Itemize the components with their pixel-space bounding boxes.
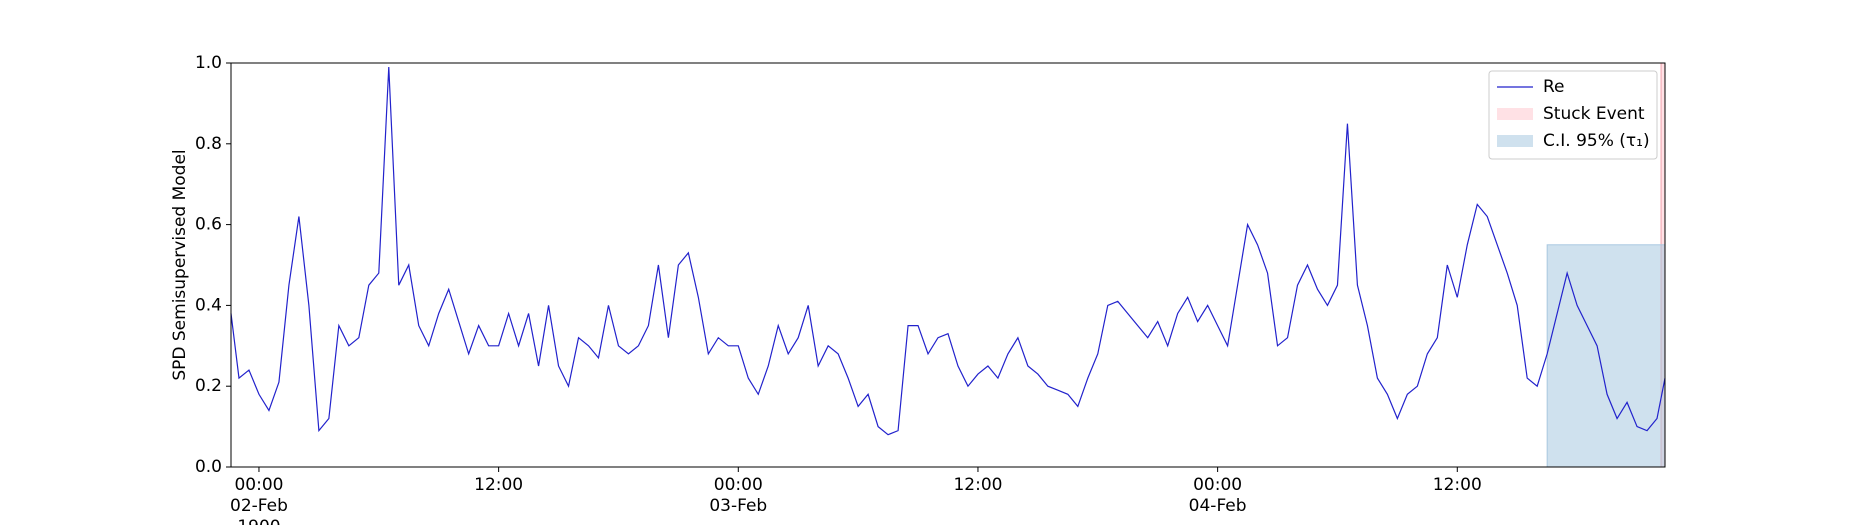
x-tick-label: 04-Feb [1189,496,1247,516]
y-tick-label: 0.0 [195,457,222,477]
legend-label: C.I. 95% (τ₁) [1543,131,1650,151]
plot-frame [230,62,1666,468]
x-tick-label: 12:00 [1433,475,1482,495]
legend-patch [1497,108,1533,120]
legend-patch [1497,135,1533,147]
legend-label: Re [1543,77,1565,97]
y-tick-label: 0.4 [195,295,222,315]
y-tick-label: 0.6 [195,215,222,235]
x-tick-label: 02-Feb [230,496,288,516]
y-tick-label: 0.8 [195,134,222,154]
legend-label: Stuck Event [1543,104,1645,124]
x-tick-label: 00:00 [714,475,763,495]
y-tick-label: 1.0 [195,53,222,73]
y-tick-label: 0.2 [195,376,222,396]
x-tick-label: 12:00 [474,475,523,495]
x-tick-label: 03-Feb [709,496,767,516]
x-tick-label: 00:00 [234,475,283,495]
y-axis-label: SPD Semisupervised Model [170,149,190,380]
x-tick-label: 00:00 [1193,475,1242,495]
shaded-span [1546,244,1666,468]
x-tick-label: 1900 [237,517,280,525]
x-tick-label: 12:00 [953,475,1002,495]
data-line [230,67,1666,436]
